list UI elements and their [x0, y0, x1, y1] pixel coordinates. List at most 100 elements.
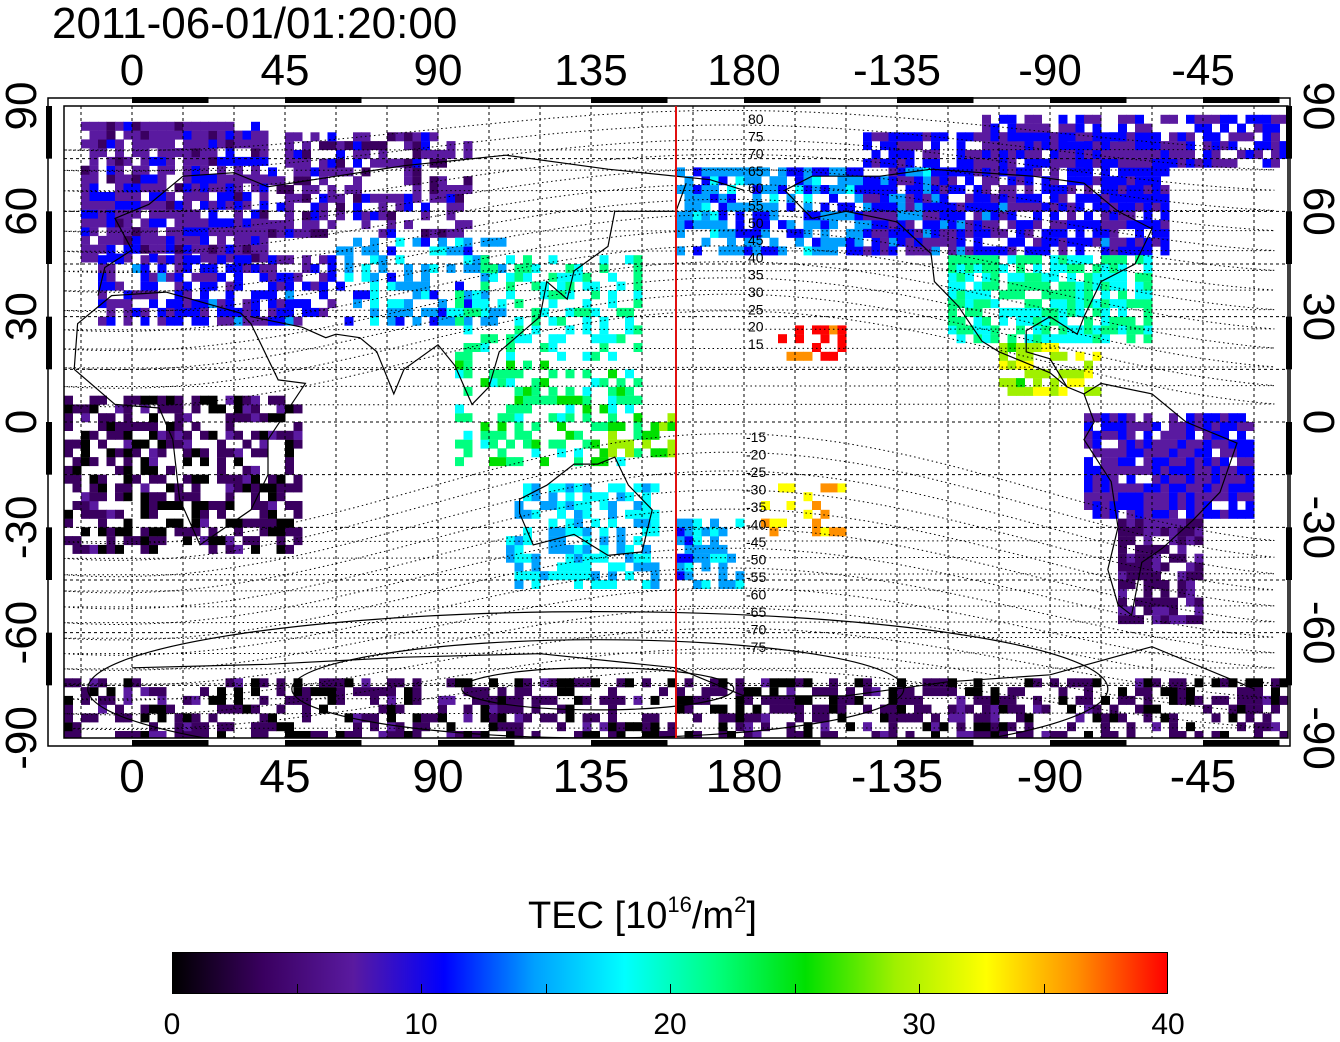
tec-pixel [217, 695, 226, 705]
tec-pixel [1024, 132, 1034, 142]
tec-pixel [81, 544, 90, 554]
tec-pixel [880, 704, 889, 714]
tec-pixel [939, 237, 949, 247]
tec-pixel [625, 439, 634, 449]
tec-pixel [1050, 149, 1059, 159]
tec-pixel [1058, 158, 1068, 168]
tec-pixel [710, 518, 719, 528]
tec-pixel [990, 158, 1000, 168]
tec-pixel [837, 704, 847, 714]
tec-pixel [506, 413, 515, 423]
tec-pixel [999, 132, 1008, 142]
tec-pixel [497, 687, 507, 697]
tec-pixel [1058, 316, 1068, 326]
tec-pixel [1033, 695, 1042, 705]
tec-pixel [1092, 220, 1102, 230]
tec-pixel [1075, 132, 1085, 142]
tec-pixel [276, 518, 286, 528]
tec-pixel [64, 395, 73, 405]
tec-pixel [1024, 255, 1034, 265]
tec-pixel [548, 536, 558, 546]
tec-pixel [1084, 465, 1093, 475]
tec-pixel [990, 149, 1000, 159]
tec-pixel [701, 211, 711, 221]
tec-pixel [489, 457, 498, 467]
tec-pixel [642, 518, 651, 528]
tec-pixel [1169, 597, 1178, 607]
tec-pixel [1203, 158, 1212, 168]
tec-pixel [497, 299, 507, 309]
tec-pixel [412, 316, 422, 326]
tec-pixel [693, 695, 702, 705]
tec-pixel [489, 272, 498, 282]
tec-pixel [370, 281, 379, 291]
tec-pixel [310, 687, 320, 697]
tec-pixel [242, 235, 252, 245]
tec-pixel [251, 290, 260, 300]
tec-pixel [531, 704, 541, 714]
tec-pixel [965, 228, 974, 238]
tec-pixel [234, 518, 243, 528]
tec-pixel [948, 176, 957, 186]
plot-title: 2011-06-01/01:20:00 [52, 0, 458, 48]
tec-pixel [982, 264, 991, 273]
tec-pixel [1084, 422, 1093, 431]
tec-pixel [1254, 114, 1263, 124]
tec-pixel [574, 509, 583, 519]
tec-pixel [837, 237, 847, 247]
tec-pixel [455, 413, 464, 423]
tec-pixel [591, 580, 600, 589]
tec-pixel [327, 695, 337, 705]
tec-pixel [1160, 544, 1170, 554]
tec-pixel [1228, 465, 1238, 475]
tec-pixel [1186, 492, 1195, 502]
tec-pixel [1084, 141, 1093, 151]
tec-pixel [1152, 597, 1161, 607]
tec-pixel [1194, 123, 1204, 133]
tec-pixel [353, 211, 362, 221]
tec-pixel [1152, 615, 1161, 625]
tec-pixel [761, 202, 770, 212]
tec-pixel [438, 316, 447, 326]
tec-pixel [812, 246, 821, 256]
tec-pixel [497, 457, 507, 467]
tec-pixel [242, 174, 252, 184]
tec-pixel [684, 544, 694, 554]
tec-pixel [565, 369, 575, 379]
tec-pixel [718, 527, 728, 537]
tec-pixel [1245, 687, 1255, 697]
tec-pixel [1024, 193, 1034, 203]
tec-pixel [965, 149, 974, 159]
tec-pixel [574, 695, 583, 705]
tec-pixel [361, 193, 371, 203]
tec-pixel [259, 501, 269, 510]
tec-pixel [1254, 695, 1263, 705]
tec-pixel [1101, 193, 1110, 203]
tec-pixel [1152, 149, 1161, 159]
tec-pixel [608, 334, 617, 344]
tec-pixel [285, 290, 294, 300]
tec-pixel [1143, 167, 1153, 177]
tec-pixel [285, 439, 294, 449]
tec-pixel [982, 722, 991, 732]
tec-pixel [812, 325, 821, 335]
tec-pixel [684, 571, 694, 581]
tec-pixel [905, 695, 915, 705]
frame-tick-bar [438, 97, 515, 103]
tec-pixel [89, 687, 99, 697]
tec-pixel [786, 228, 796, 238]
tec-pixel [633, 430, 643, 440]
tec-pixel [718, 687, 728, 697]
tec-pixel [608, 413, 617, 423]
tec-pixel [1152, 167, 1161, 177]
tec-pixel [1228, 114, 1238, 124]
tec-pixel [608, 290, 617, 300]
tec-pixel [616, 492, 626, 502]
tec-pixel [395, 281, 405, 291]
tec-pixel [854, 228, 864, 238]
tec-pixel [1041, 202, 1051, 212]
tec-pixel [1101, 413, 1110, 423]
tec-pixel [1109, 176, 1119, 186]
contour-label: 30 [748, 284, 764, 300]
tec-pixel [939, 211, 949, 221]
